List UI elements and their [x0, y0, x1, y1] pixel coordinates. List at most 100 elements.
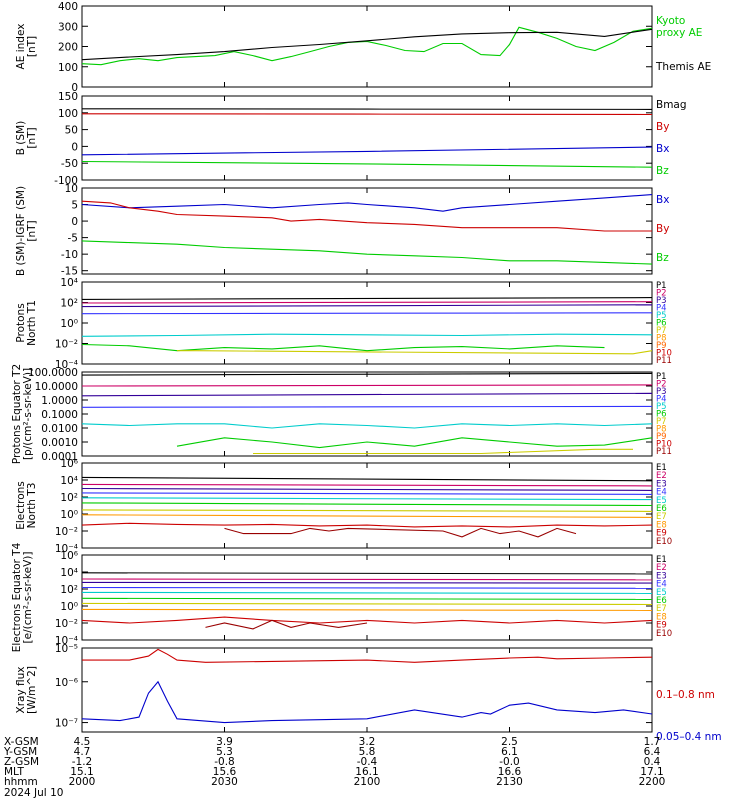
x-row-value: 4.7: [74, 746, 91, 758]
legend-entry: P11: [656, 447, 672, 457]
series-line-e4: [81, 586, 653, 589]
series-line-e3: [81, 581, 653, 584]
series-line-p7: [253, 448, 633, 455]
series-line-p1: [81, 372, 653, 376]
date-label: 2024 Jul 10: [4, 787, 63, 799]
legend-entry: P9: [656, 432, 667, 442]
y-tick-label: 10²: [60, 584, 78, 596]
y-tick-label: 10⁰: [60, 601, 78, 613]
x-row-value: 0.4: [644, 756, 661, 768]
x-row-label: hhmm: [4, 776, 38, 788]
series-line-e3: [81, 487, 653, 491]
legend-entry: Themis AE: [655, 61, 711, 73]
x-row-value: 15.1: [70, 766, 93, 778]
y-tick-label: 10.0000: [35, 381, 78, 393]
x-row-value: 2100: [354, 776, 381, 788]
y-tick-label: 10²: [60, 492, 78, 504]
y-tick-label: -15: [61, 266, 78, 278]
legend-entry: P4: [656, 395, 667, 405]
y-axis-label: North T3: [26, 483, 38, 529]
series-line-bz: [81, 160, 653, 168]
series-line-e2: [81, 578, 653, 581]
x-row-value: 2200: [639, 776, 666, 788]
x-row-value: -0.4: [357, 756, 378, 768]
series-line-e2: [81, 483, 653, 487]
series-line-e1: [81, 572, 653, 575]
legend-entry: E6: [656, 596, 667, 606]
legend-entry: E6: [656, 504, 667, 514]
x-row-value: 2000: [69, 776, 96, 788]
legend-entry: E3: [656, 571, 667, 581]
panel-4: 10⁴ 10² 10⁰ 10⁻² 10⁻⁴ Protons North T1 P1P2P3P4…: [15, 277, 672, 371]
legend-entry: P9: [656, 341, 667, 351]
y-tick-label: 10⁴: [60, 277, 78, 289]
series-line-kyoto-proxy-ae: [81, 26, 653, 66]
x-row-value: 2.5: [501, 736, 518, 748]
y-axis-label: North T1: [26, 300, 38, 346]
panel-3: 10 5 0 -5 -10 -15 B (SM)-IGRF (SM) [nT] Bx By Bz: [15, 183, 669, 278]
legend-entry: E2: [656, 471, 667, 481]
y-tick-label: 0: [71, 82, 78, 94]
y-tick-label: 10⁰: [60, 509, 78, 521]
x-row-label: MLT: [4, 766, 24, 778]
y-tick-label: -50: [61, 158, 78, 170]
legend-entry: 0.05–0.4 nm: [656, 731, 722, 743]
y-axis-label: Protons: [15, 303, 27, 342]
legend-entry: E9: [656, 621, 667, 631]
x-row-label: Y-GSM: [3, 746, 37, 758]
x-row-value: -0.8: [214, 756, 235, 768]
x-row-value: 15.6: [213, 766, 237, 778]
series-line-e10: [205, 619, 368, 630]
y-tick-label: 10⁻⁶: [55, 677, 78, 689]
panel-5: 100.0000 10.0000 1.0000 0.1000 0.0100 0.0010 0…: [11, 364, 672, 464]
y-tick-label: 0: [71, 141, 78, 153]
series-line-e1: [81, 476, 653, 482]
legend-entry: P1: [656, 372, 667, 382]
legend-entry: P11: [656, 356, 672, 366]
y-tick-label: 10⁻⁴: [55, 635, 78, 647]
legend-entry: P10: [656, 440, 672, 450]
y-tick-label: 0.0100: [41, 423, 78, 435]
y-tick-label: 10⁴: [60, 567, 78, 579]
series-line-e8: [81, 608, 653, 611]
legend-entry: E10: [656, 537, 672, 547]
series-line-p4: [81, 312, 653, 315]
legend-entry: P2: [656, 380, 667, 390]
legend-entry: E5: [656, 588, 667, 598]
series-line-p2: [81, 301, 653, 304]
y-tick-label: 10⁰: [60, 318, 78, 330]
y-tick-label: 10: [65, 183, 78, 195]
x-row-value: 3.2: [359, 736, 376, 748]
legend-entry: E10: [656, 629, 672, 639]
legend-entry: P2: [656, 289, 667, 299]
x-row-value: 5.8: [359, 746, 376, 758]
y-tick-label: 0.1000: [41, 409, 78, 421]
y-axis-label: [e/(cm²-s-sr-keV)]: [22, 552, 34, 644]
legend-entry: P8: [656, 425, 667, 435]
series-line-e9: [81, 616, 653, 624]
series-line-p5: [81, 423, 653, 429]
y-tick-label: -100: [54, 175, 78, 187]
y-tick-label: 10⁻⁷: [55, 718, 78, 730]
x-row-value: 4.5: [74, 736, 91, 748]
y-tick-label: 10⁻⁴: [55, 359, 78, 371]
legend-entry: P4: [656, 304, 667, 314]
x-row-value: 2030: [211, 776, 238, 788]
series-line-by: [81, 200, 652, 232]
series-line-e8: [81, 514, 653, 518]
series-line-p2: [81, 384, 653, 387]
legend-entry: P7: [656, 417, 667, 427]
series-line-p1: [81, 297, 653, 300]
legend-entry: P1: [656, 281, 667, 291]
series-line-e5: [81, 591, 653, 594]
y-tick-label: 50: [65, 125, 78, 137]
x-row-label: Z-GSM: [4, 756, 39, 768]
y-tick-label: 150: [58, 91, 78, 103]
y-tick-label: 10⁻²: [55, 526, 78, 538]
x-row-label: X-GSM: [4, 736, 39, 748]
y-tick-label: 1.0000: [41, 395, 78, 407]
series-line-p5: [81, 333, 653, 337]
y-tick-label: 300: [58, 21, 78, 33]
